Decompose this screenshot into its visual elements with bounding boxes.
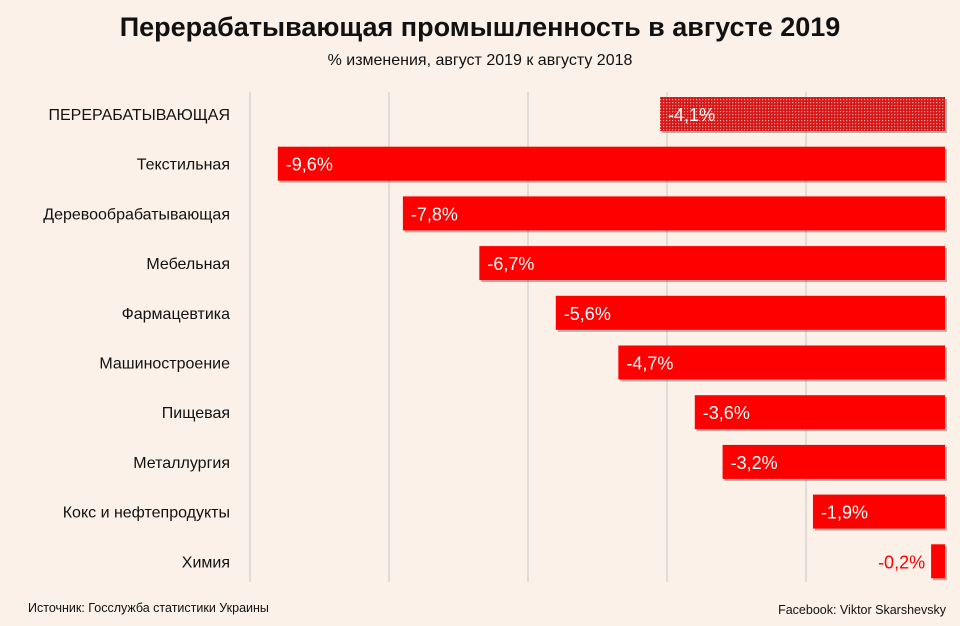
chart-subtitle: % изменения, август 2019 к августу 2018 [327,52,633,69]
value-label: -3,2% [731,453,778,473]
category-label: Металлургия [133,455,230,472]
category-label: Фармацевтика [122,306,231,323]
value-label: -4,7% [626,354,673,374]
category-label: Кокс и нефтепродукты [63,505,230,522]
category-label: Текстильная [137,157,230,174]
bar [660,97,945,131]
value-label: -5,6% [564,304,611,324]
bar [812,494,945,529]
bar [277,146,945,181]
bar [931,544,945,579]
value-label: -9,6% [286,155,333,175]
bar [722,444,945,479]
category-label: Химия [182,554,230,571]
bar [618,345,945,380]
category-label: Деревообрабатывающая [43,206,230,223]
bars [277,97,947,581]
bar [402,196,945,231]
bar [555,295,945,330]
value-label: -3,6% [703,403,750,423]
value-label: -4,1% [668,105,715,125]
value-label: -1,9% [821,503,868,523]
author-credit: Facebook: Viktor Skarshevsky [778,603,946,617]
value-label: -0,2% [878,552,925,572]
labels: ПЕРЕРАБАТЫВАЮЩАЯ -4,1% Текстильная -9,6% Дер… [43,105,925,572]
category-label: Машиностроение [99,356,230,373]
category-label: Пищевая [162,405,230,422]
chart-title: Перерабатывающая промышленность в август… [119,12,841,42]
value-label: -7,8% [411,204,458,224]
bar [479,246,945,281]
category-label: ПЕРЕРАБАТЫВАЮЩАЯ [49,107,231,124]
category-label: Мебельная [146,256,230,273]
bar [694,395,945,430]
source-note: Источник: Госслужба статистики Украины [28,601,269,615]
value-label: -6,7% [487,254,534,274]
